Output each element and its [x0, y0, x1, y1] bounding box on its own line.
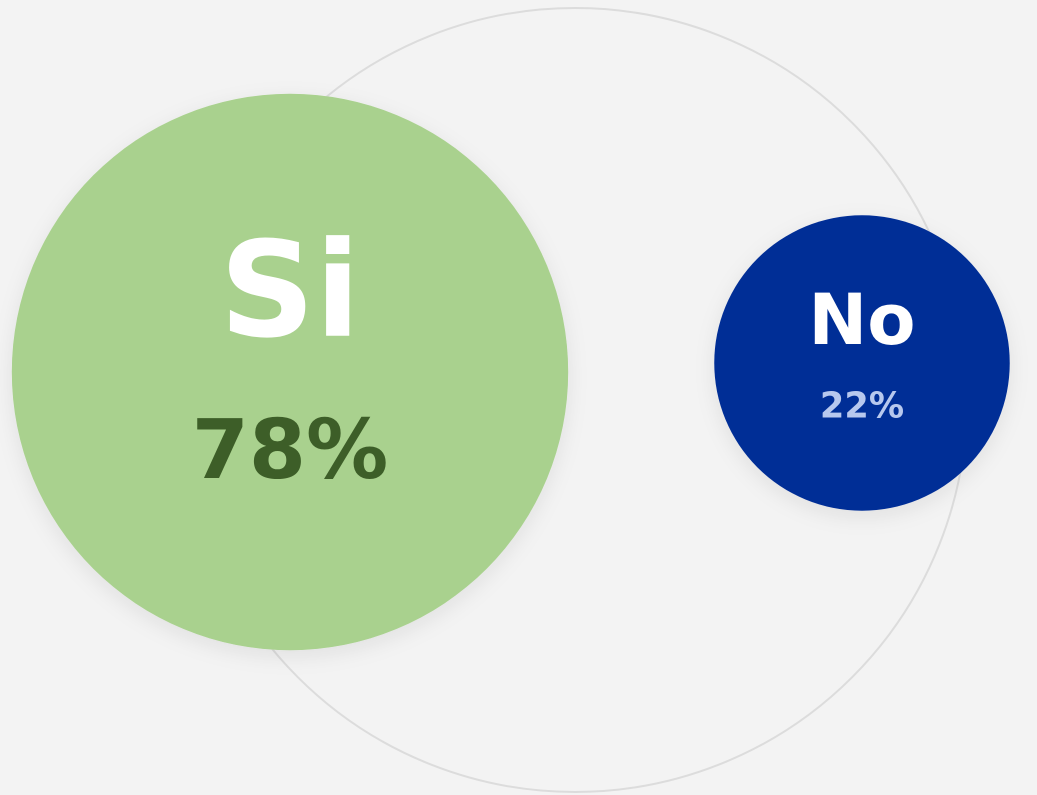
category-label: No: [808, 279, 915, 361]
bubble: [714, 215, 1010, 511]
value-label: 78%: [192, 403, 389, 498]
value-label: 22%: [820, 385, 904, 426]
category-label: Si: [220, 214, 361, 368]
bubble: [11, 93, 569, 651]
